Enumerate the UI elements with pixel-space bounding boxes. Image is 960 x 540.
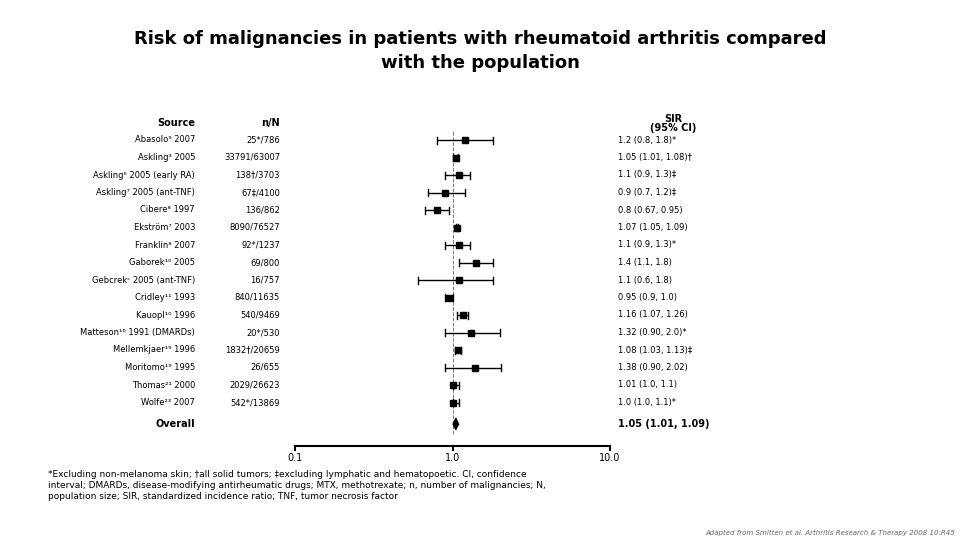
Text: 67‡/4100: 67‡/4100 — [241, 188, 280, 197]
Text: Matteson¹⁶ 1991 (DMARDs): Matteson¹⁶ 1991 (DMARDs) — [81, 328, 195, 337]
Text: 1.07 (1.05, 1.09): 1.07 (1.05, 1.09) — [618, 223, 687, 232]
Text: 0.95 (0.9, 1.0): 0.95 (0.9, 1.0) — [618, 293, 677, 302]
Text: 0.1: 0.1 — [287, 453, 302, 463]
Text: 8090/76527: 8090/76527 — [229, 223, 280, 232]
Text: interval; DMARDs, disease-modifying antirheumatic drugs; MTX, methotrexate; n, n: interval; DMARDs, disease-modifying anti… — [48, 481, 545, 490]
Text: *Excluding non-melanoma skin; †all solid tumors; ‡excluding lymphatic and hemato: *Excluding non-melanoma skin; †all solid… — [48, 470, 527, 480]
Text: 1.1 (0.9, 1.3)‡: 1.1 (0.9, 1.3)‡ — [618, 171, 676, 179]
Text: 1.1 (0.9, 1.3)*: 1.1 (0.9, 1.3)* — [618, 240, 676, 249]
Text: 1.38 (0.90, 2.02): 1.38 (0.90, 2.02) — [618, 363, 687, 372]
Text: 840/11635: 840/11635 — [235, 293, 280, 302]
Text: 1.4 (1.1, 1.8): 1.4 (1.1, 1.8) — [618, 258, 672, 267]
Text: 1.05 (1.01, 1.08)†: 1.05 (1.01, 1.08)† — [618, 153, 692, 162]
Text: 2029/26623: 2029/26623 — [229, 381, 280, 389]
Text: (95% CI): (95% CI) — [650, 123, 696, 133]
Text: Source: Source — [157, 118, 195, 128]
Text: 1.08 (1.03, 1.13)‡: 1.08 (1.03, 1.13)‡ — [618, 346, 692, 354]
Text: SIR: SIR — [664, 114, 682, 124]
Text: 33791/63007: 33791/63007 — [224, 153, 280, 162]
Text: 136/862: 136/862 — [245, 206, 280, 214]
Text: 1.0 (1.0, 1.1)*: 1.0 (1.0, 1.1)* — [618, 398, 676, 407]
Text: Risk of malignancies in patients with rheumatoid arthritis compared
with the pop: Risk of malignancies in patients with rh… — [133, 30, 827, 72]
Text: Gaborek¹⁰ 2005: Gaborek¹⁰ 2005 — [129, 258, 195, 267]
Text: 1.32 (0.90, 2.0)*: 1.32 (0.90, 2.0)* — [618, 328, 686, 337]
Text: 540/9469: 540/9469 — [240, 310, 280, 320]
Text: 542*/13869: 542*/13869 — [230, 398, 280, 407]
Text: Kauopl¹⁰ 1996: Kauopl¹⁰ 1996 — [135, 310, 195, 320]
Text: population size; SIR, standardized incidence ratio; TNF, tumor necrosis factor: population size; SIR, standardized incid… — [48, 492, 397, 501]
Text: 1.01 (1.0, 1.1): 1.01 (1.0, 1.1) — [618, 381, 677, 389]
Text: Moritomo¹⁹ 1995: Moritomo¹⁹ 1995 — [125, 363, 195, 372]
Text: Askling³ 2005: Askling³ 2005 — [137, 153, 195, 162]
Text: 1.16 (1.07, 1.26): 1.16 (1.07, 1.26) — [618, 310, 688, 320]
Text: 10.0: 10.0 — [599, 453, 621, 463]
Text: Franklin⁸ 2007: Franklin⁸ 2007 — [134, 240, 195, 249]
Text: Gebcrekᶜ 2005 (ant-TNF): Gebcrekᶜ 2005 (ant-TNF) — [92, 275, 195, 285]
Text: 1.0: 1.0 — [444, 453, 460, 463]
Text: 26/655: 26/655 — [251, 363, 280, 372]
Text: Thomas²¹ 2000: Thomas²¹ 2000 — [132, 381, 195, 389]
Text: 1832†/20659: 1832†/20659 — [226, 346, 280, 354]
Text: Askling⁵ 2005 (early RA): Askling⁵ 2005 (early RA) — [93, 171, 195, 179]
Text: Cridley¹¹ 1993: Cridley¹¹ 1993 — [134, 293, 195, 302]
Text: 92*/1237: 92*/1237 — [241, 240, 280, 249]
Text: Mellemkjaer¹⁹ 1996: Mellemkjaer¹⁹ 1996 — [112, 346, 195, 354]
Text: 138†/3703: 138†/3703 — [235, 171, 280, 179]
Text: 25*/786: 25*/786 — [247, 136, 280, 145]
Text: Overall: Overall — [156, 419, 195, 429]
Text: Askling⁷ 2005 (ant-TNF): Askling⁷ 2005 (ant-TNF) — [96, 188, 195, 197]
Text: 1.05 (1.01, 1.09): 1.05 (1.01, 1.09) — [618, 419, 709, 429]
Text: 69/800: 69/800 — [251, 258, 280, 267]
Text: Adapted from Smitten et al. Arthritis Research & Therapy 2008 10:R45: Adapted from Smitten et al. Arthritis Re… — [706, 530, 955, 536]
Text: Wolfe²³ 2007: Wolfe²³ 2007 — [141, 398, 195, 407]
Text: Abasolo⁹ 2007: Abasolo⁹ 2007 — [134, 136, 195, 145]
Text: 20*/530: 20*/530 — [247, 328, 280, 337]
Text: Cibere⁸ 1997: Cibere⁸ 1997 — [140, 206, 195, 214]
Polygon shape — [453, 418, 459, 429]
Text: n/N: n/N — [261, 118, 280, 128]
Text: 0.9 (0.7, 1.2)‡: 0.9 (0.7, 1.2)‡ — [618, 188, 676, 197]
Text: Ekström⁷ 2003: Ekström⁷ 2003 — [133, 223, 195, 232]
Text: 1.1 (0.6, 1.8): 1.1 (0.6, 1.8) — [618, 275, 672, 285]
Text: 0.8 (0.67, 0.95): 0.8 (0.67, 0.95) — [618, 206, 683, 214]
Text: 1.2 (0.8, 1.8)*: 1.2 (0.8, 1.8)* — [618, 136, 676, 145]
Text: 16/757: 16/757 — [251, 275, 280, 285]
